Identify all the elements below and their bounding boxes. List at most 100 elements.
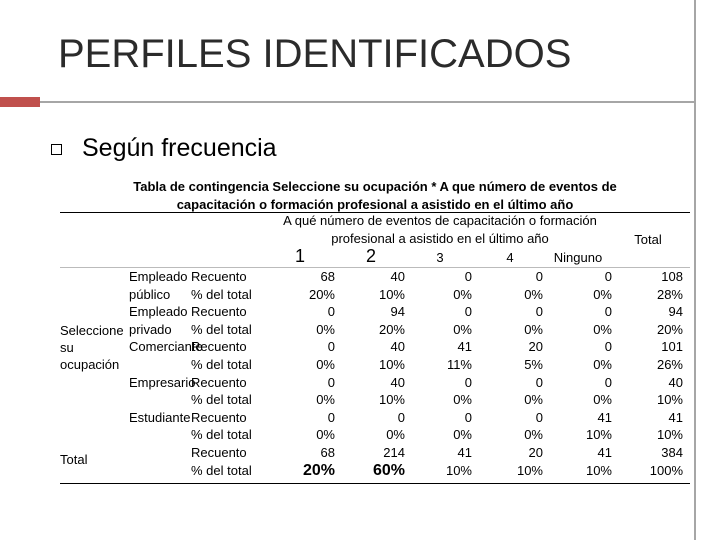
stat-label: Recuento: [191, 409, 247, 425]
table-cell: 40: [668, 374, 683, 390]
table-cell: 0%: [593, 392, 612, 408]
table-cell: 94: [668, 304, 683, 320]
table-cell: 41: [668, 409, 683, 425]
table-cell: 0: [604, 339, 612, 355]
table-cell: 0: [464, 409, 472, 425]
table-rule: [60, 267, 690, 268]
row-label: Empresario: [129, 374, 196, 390]
table-cell: 0%: [316, 357, 335, 372]
column-header: 3: [436, 250, 444, 265]
column-group: A qué número de eventos de capacitación …: [283, 213, 597, 246]
side-rule: [694, 0, 696, 540]
table-cell: 41: [597, 409, 612, 425]
table-cell: 10%: [378, 286, 405, 302]
stat-label: Recuento: [191, 445, 247, 460]
bullet-text: Según frecuencia: [82, 134, 277, 162]
stat-label: Recuento: [191, 304, 247, 320]
table-cell: 20: [528, 445, 543, 460]
table-cell: 0: [535, 269, 543, 284]
table-cell: 10%: [445, 462, 472, 478]
stat-label: % del total: [191, 321, 252, 337]
table-cell: 0: [327, 409, 335, 425]
table-cell: 101: [661, 339, 683, 355]
table-rule: [60, 483, 690, 484]
table-cell: 10%: [585, 427, 612, 443]
table-caption: Tabla de contingencia Seleccione su ocup…: [133, 179, 617, 212]
table-cell: 100%: [649, 462, 683, 478]
table-cell: 0%: [524, 286, 543, 302]
table-cell: 20%: [378, 321, 405, 337]
row-label: Total: [60, 452, 88, 467]
table-cell: 0: [604, 269, 612, 284]
table-cell: 0%: [453, 427, 472, 443]
table-cell: 10%: [656, 427, 683, 443]
table-cell: 0%: [593, 321, 612, 337]
table-cell: 10%: [378, 357, 405, 372]
table-cell: 40: [390, 269, 405, 284]
table-cell: 0%: [453, 392, 472, 408]
table-cell: 0: [604, 374, 612, 390]
table-cell: 0: [464, 374, 472, 390]
table-cell: 0%: [386, 427, 405, 443]
table-cell: 0%: [316, 321, 335, 337]
table-cell: 26%: [656, 357, 683, 372]
accent-bar: [0, 97, 40, 107]
stat-label: Recuento: [191, 269, 247, 284]
stat-label: % del total: [191, 462, 252, 478]
column-header: 2: [365, 246, 376, 266]
table-cell: 10%: [585, 462, 612, 478]
table-cell: 0%: [593, 357, 612, 372]
table-rule: [60, 212, 690, 213]
table-cell: 10%: [656, 392, 683, 408]
table-cell: 0%: [524, 321, 543, 337]
table-cell: 5%: [524, 357, 543, 372]
table-cell: 60%: [372, 461, 405, 479]
stat-label: % del total: [191, 357, 252, 372]
table-cell: 0: [397, 409, 405, 425]
table-cell: 0%: [593, 286, 612, 302]
table-cell: 41: [457, 445, 472, 460]
bullet-icon: [51, 144, 62, 155]
table-cell: 41: [457, 339, 472, 355]
table-cell: 108: [661, 269, 683, 284]
column-header: 4: [506, 250, 514, 265]
table-cell: 0: [604, 304, 612, 320]
table-cell: 68: [320, 445, 335, 460]
table-cell: 10%: [516, 462, 543, 478]
row-label: Empleado privado: [129, 304, 188, 337]
table-cell: 94: [390, 304, 405, 320]
table-cell: 40: [390, 374, 405, 390]
table-cell: 0: [535, 304, 543, 320]
table-cell: 0%: [316, 392, 335, 408]
row-label: Comerciante: [129, 339, 203, 355]
table-cell: 0: [327, 374, 335, 390]
stat-label: Recuento: [191, 339, 247, 355]
table-cell: 20%: [656, 321, 683, 337]
table-cell: 0: [464, 269, 472, 284]
row-label: Estudiante: [129, 409, 191, 425]
table-cell: 10%: [378, 392, 405, 408]
stat-label: % del total: [191, 392, 252, 408]
column-header: Total: [634, 232, 662, 247]
table-cell: 0%: [453, 321, 472, 337]
column-header: Ninguno: [553, 250, 603, 265]
stat-label: % del total: [191, 427, 252, 443]
table-cell: 0: [535, 374, 543, 390]
table-cell: 0%: [316, 427, 335, 443]
row-group: Seleccione su ocupación: [60, 323, 124, 372]
table-cell: 0%: [524, 392, 543, 408]
stat-label: Recuento: [191, 374, 247, 390]
slide-title: PERFILES IDENTIFICADOS: [58, 32, 572, 76]
table-cell: 214: [383, 445, 405, 460]
table-cell: 28%: [656, 286, 683, 302]
stat-label: % del total: [191, 286, 252, 302]
table-cell: 0: [327, 304, 335, 320]
table-cell: 41: [597, 445, 612, 460]
table-cell: 384: [661, 445, 683, 460]
table-cell: 11%: [446, 357, 472, 372]
table-cell: 20%: [308, 286, 335, 302]
table-cell: 0%: [453, 286, 472, 302]
table-cell: 0: [464, 304, 472, 320]
table-cell: 20%: [302, 461, 335, 479]
